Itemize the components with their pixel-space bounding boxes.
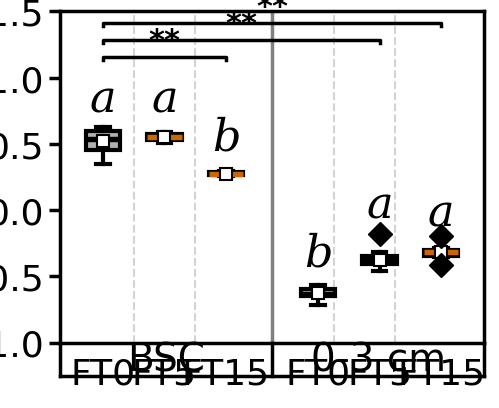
Text: BSC: BSC	[127, 340, 205, 378]
Text: a: a	[90, 78, 116, 121]
Bar	[86, 131, 120, 151]
Bar	[424, 250, 458, 256]
Text: 0-3 cm: 0-3 cm	[310, 340, 446, 378]
Text: **: **	[225, 10, 257, 39]
Text: **: **	[148, 27, 180, 56]
Text: b: b	[304, 232, 332, 275]
Bar	[209, 173, 243, 176]
Text: a: a	[428, 192, 454, 235]
Bar	[362, 257, 397, 264]
Bar	[147, 135, 182, 140]
Text: **: **	[256, 0, 288, 22]
Bar	[301, 289, 335, 297]
Text: a: a	[151, 78, 178, 121]
Text: a: a	[366, 184, 393, 227]
Text: b: b	[212, 117, 240, 160]
